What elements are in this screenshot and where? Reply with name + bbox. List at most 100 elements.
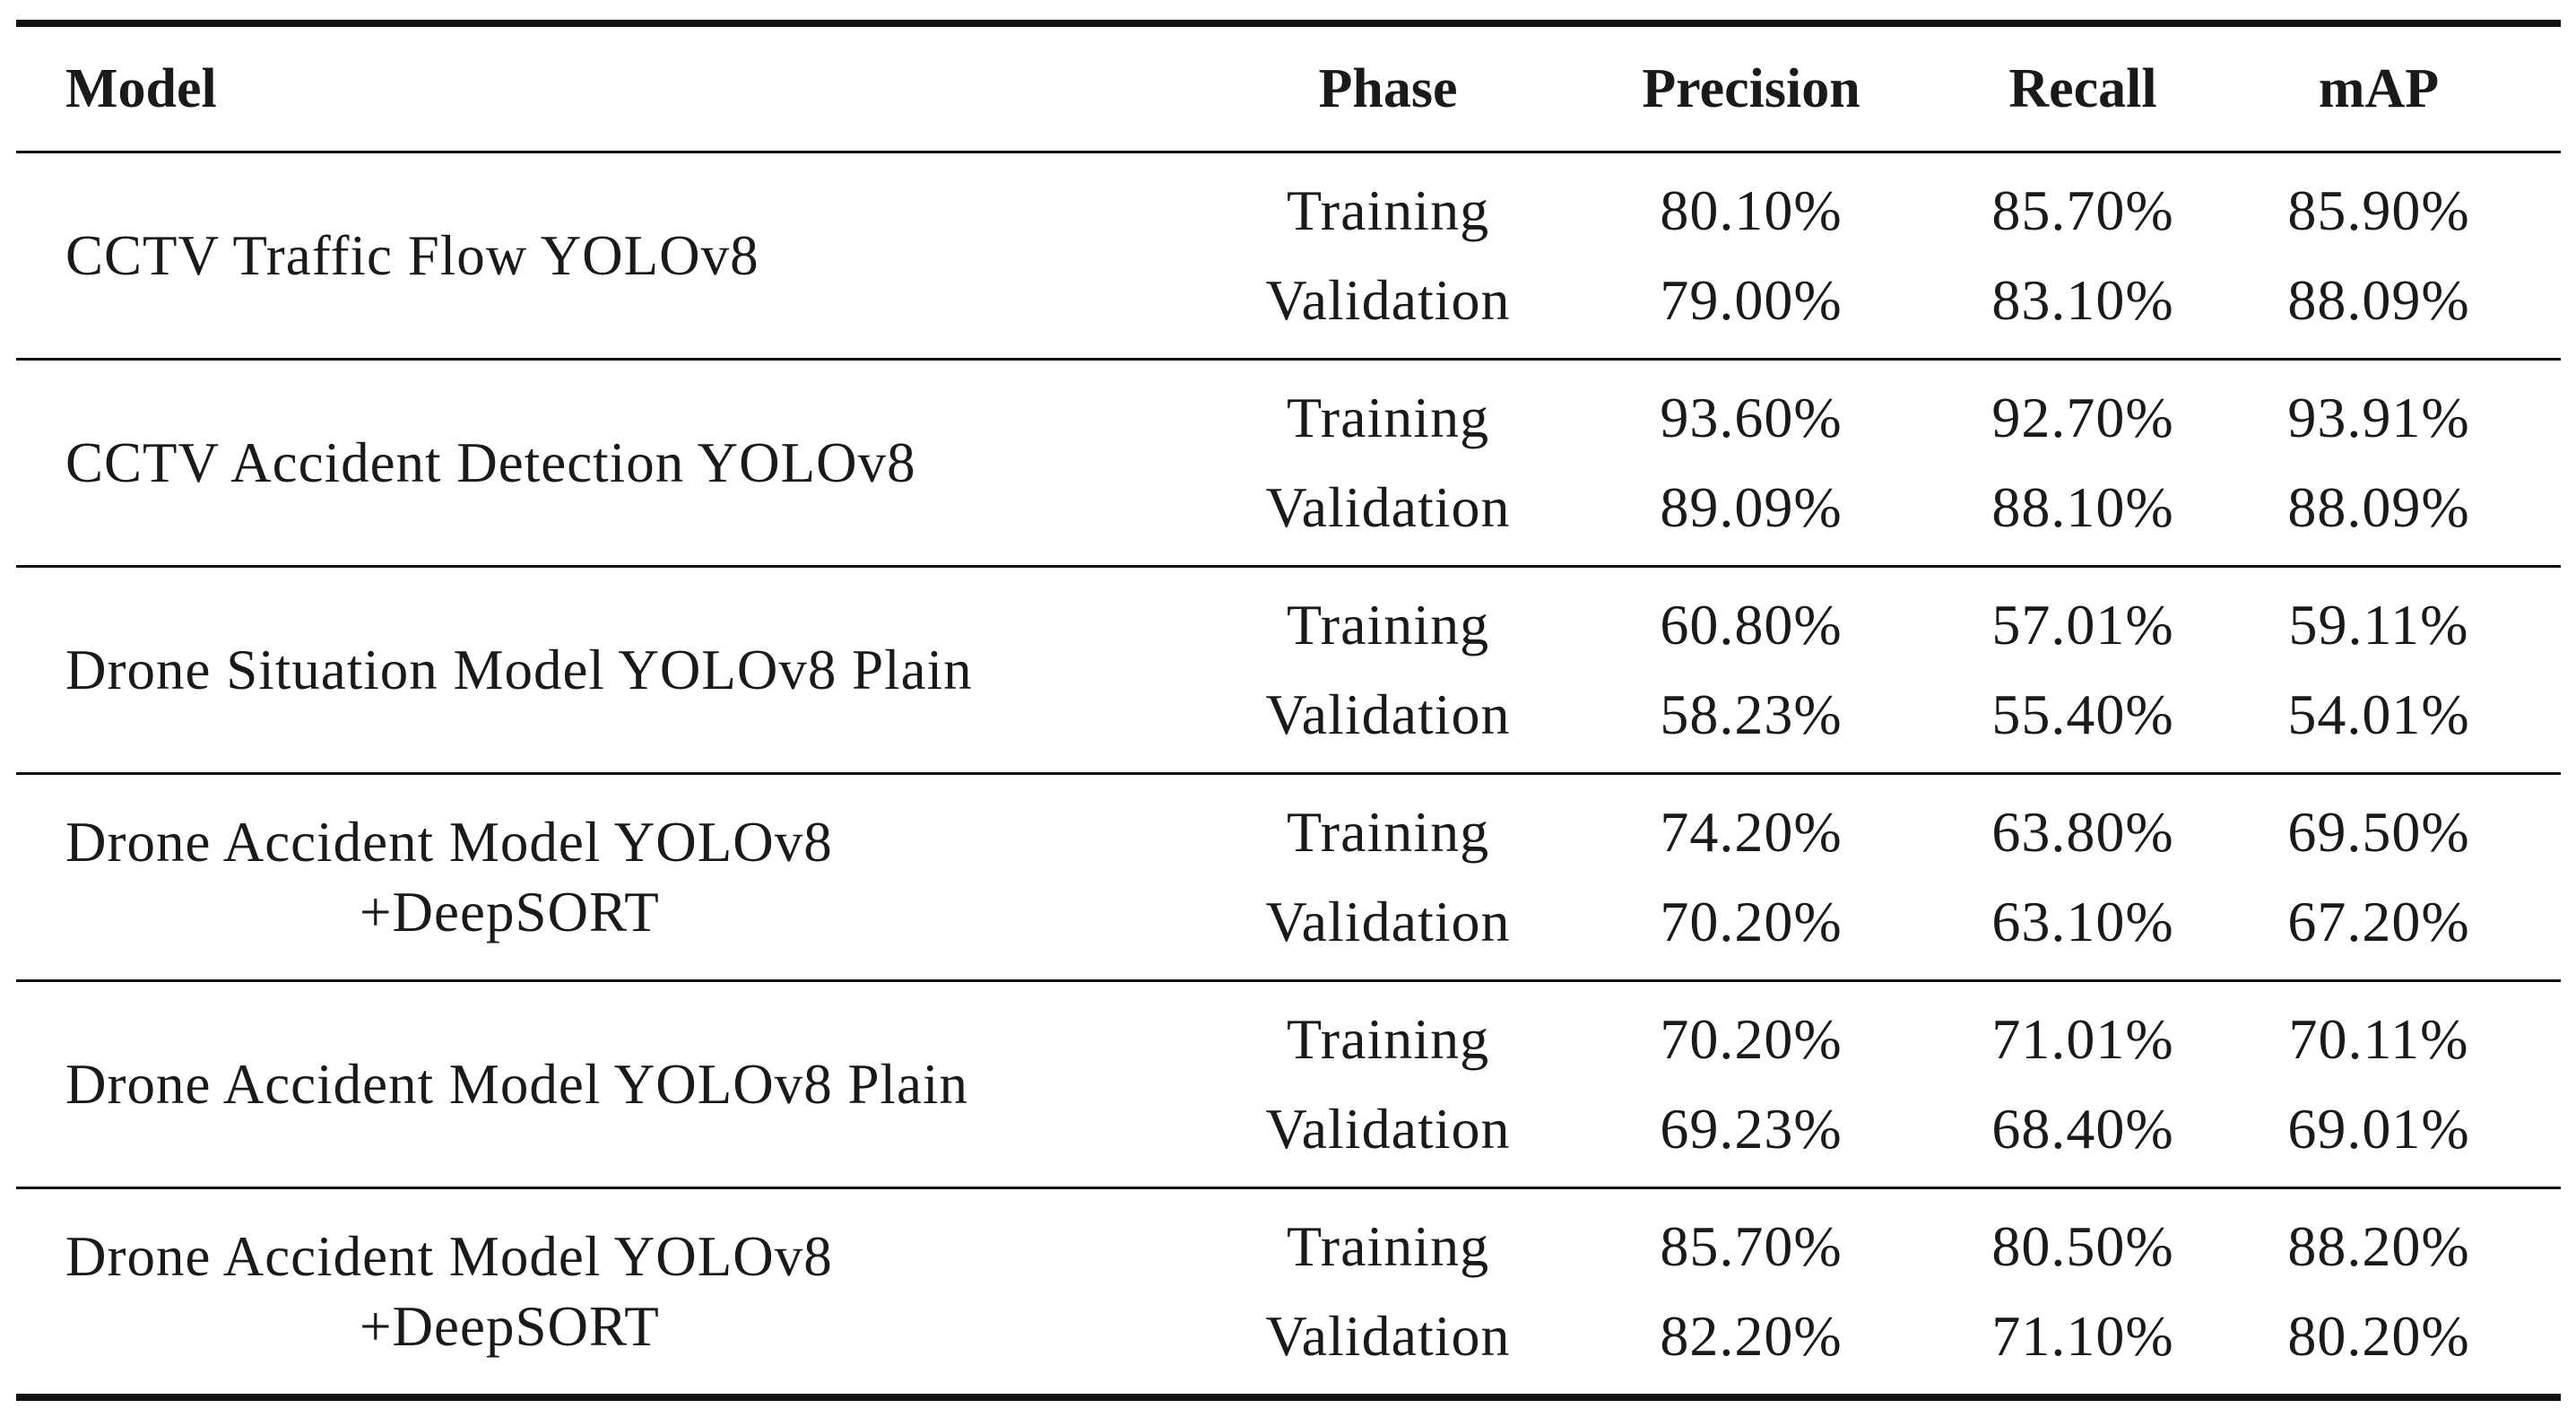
phase-cell: Training — [1286, 178, 1490, 242]
table-row-group: CCTV Accident Detection YOLOv8 Training 93… — [16, 361, 2561, 565]
model-name-line2: +DeepSORT — [360, 881, 660, 943]
validation-row: Validation 70.20% 63.10% 67.20% — [1209, 877, 2527, 967]
map-cell: 70.11% — [2288, 1007, 2469, 1071]
header-map: mAP — [2318, 57, 2440, 119]
map-cell: 54.01% — [2287, 683, 2470, 746]
validation-row: Validation 89.09% 88.10% 88.09% — [1209, 463, 2527, 552]
precision-cell: 80.10% — [1660, 178, 1843, 242]
results-table: Model Phase Precision Recall mAP CCTV Tr… — [16, 20, 2561, 1401]
model-name-line1: Drone Situation Model YOLOv8 Plain — [65, 639, 973, 701]
phase-cell: Training — [1286, 593, 1490, 656]
model-name-line1: Drone Accident Model YOLOv8 — [65, 1225, 833, 1288]
recall-cell: 55.40% — [1991, 683, 2174, 746]
map-cell: 88.09% — [2287, 268, 2470, 332]
phase-values: Training 60.80% 57.01% 59.11% Validation 58.2… — [1209, 568, 2527, 772]
map-cell: 80.20% — [2287, 1304, 2470, 1368]
map-cell: 67.20% — [2287, 890, 2470, 953]
recall-cell: 80.50% — [1991, 1214, 2174, 1278]
recall-cell: 71.01% — [1991, 1007, 2174, 1071]
precision-cell: 89.09% — [1660, 475, 1843, 539]
row-separator — [16, 772, 2561, 775]
precision-cell: 69.23% — [1660, 1097, 1843, 1161]
training-row: Training 74.20% 63.80% 69.50% — [1209, 787, 2527, 877]
phase-values: Training 70.20% 71.01% 70.11% Validation 69.2… — [1209, 982, 2527, 1187]
table-row-group: Drone Accident Model YOLOv8 Plain Trainin… — [16, 982, 2561, 1187]
recall-cell: 71.10% — [1991, 1304, 2174, 1368]
row-separator — [16, 1187, 2561, 1189]
model-name-cell: Drone Situation Model YOLOv8 Plain — [16, 568, 1209, 772]
model-name-cell: CCTV Accident Detection YOLOv8 — [16, 361, 1209, 565]
model-name-line1: Drone Accident Model YOLOv8 Plain — [65, 1053, 968, 1116]
bottom-rule — [16, 1394, 2561, 1401]
recall-cell: 88.10% — [1991, 475, 2174, 539]
precision-cell: 85.70% — [1660, 1214, 1843, 1278]
phase-values: Training 93.60% 92.70% 93.91% Validation 89.0… — [1209, 361, 2527, 565]
recall-cell: 83.10% — [1991, 268, 2174, 332]
training-row: Training 60.80% 57.01% 59.11% — [1209, 580, 2527, 670]
model-name-line1: CCTV Traffic Flow YOLOv8 — [65, 224, 759, 287]
row-separator — [16, 565, 2561, 568]
model-name-line2: +DeepSORT — [360, 1295, 660, 1358]
phase-cell: Training — [1286, 1007, 1490, 1071]
precision-cell: 58.23% — [1660, 683, 1843, 746]
model-name-cell: Drone Accident Model YOLOv8 +DeepSORT — [16, 775, 1209, 979]
phase-values: Training 74.20% 63.80% 69.50% Validation 70.2… — [1209, 775, 2527, 979]
phase-values: Training 80.10% 85.70% 85.90% Validation 79.0… — [1209, 153, 2527, 358]
recall-cell: 85.70% — [1991, 178, 2174, 242]
training-row: Training 70.20% 71.01% 70.11% — [1209, 995, 2527, 1084]
phase-cell: Validation — [1265, 475, 1511, 539]
precision-cell: 93.60% — [1660, 386, 1843, 449]
table-row-group: Drone Accident Model YOLOv8 +DeepSORT Trai… — [16, 1189, 2561, 1394]
model-name-cell: Drone Accident Model YOLOv8 +DeepSORT — [16, 1189, 1209, 1394]
table-row-group: Drone Situation Model YOLOv8 Plain Traini… — [16, 568, 2561, 772]
training-row: Training 93.60% 92.70% 93.91% — [1209, 373, 2527, 463]
phase-values: Training 85.70% 80.50% 88.20% Validation 82.2… — [1209, 1189, 2527, 1394]
precision-cell: 70.20% — [1660, 890, 1843, 953]
map-cell: 69.50% — [2287, 800, 2470, 864]
training-row: Training 85.70% 80.50% 88.20% — [1209, 1202, 2527, 1291]
recall-cell: 68.40% — [1991, 1097, 2174, 1161]
model-name-line1: CCTV Accident Detection YOLOv8 — [65, 431, 916, 494]
recall-cell: 63.80% — [1991, 800, 2174, 864]
validation-row: Validation 69.23% 68.40% 69.01% — [1209, 1084, 2527, 1174]
phase-cell: Validation — [1265, 1097, 1511, 1161]
model-name-line1: Drone Accident Model YOLOv8 — [65, 811, 833, 874]
recall-cell: 57.01% — [1991, 593, 2174, 656]
precision-cell: 60.80% — [1660, 593, 1843, 656]
row-separator — [16, 358, 2561, 361]
header-rule — [16, 151, 2561, 153]
precision-cell: 70.20% — [1660, 1007, 1843, 1071]
table-header: Model Phase Precision Recall mAP — [16, 27, 2561, 151]
validation-row: Validation 58.23% 55.40% 54.01% — [1209, 670, 2527, 760]
precision-cell: 82.20% — [1660, 1304, 1843, 1368]
map-cell: 93.91% — [2287, 386, 2470, 449]
precision-cell: 74.20% — [1660, 800, 1843, 864]
phase-cell: Validation — [1265, 890, 1511, 953]
training-row: Training 80.10% 85.70% 85.90% — [1209, 166, 2527, 256]
phase-cell: Training — [1286, 800, 1490, 864]
map-cell: 85.90% — [2287, 178, 2470, 242]
precision-cell: 79.00% — [1660, 268, 1843, 332]
model-name-cell: CCTV Traffic Flow YOLOv8 — [16, 153, 1209, 358]
phase-cell: Validation — [1265, 683, 1511, 746]
map-cell: 88.09% — [2287, 475, 2470, 539]
top-rule — [16, 20, 2561, 27]
table-row-group: Drone Accident Model YOLOv8 +DeepSORT Trai… — [16, 775, 2561, 979]
phase-cell: Training — [1286, 386, 1490, 449]
validation-row: Validation 82.20% 71.10% 80.20% — [1209, 1291, 2527, 1381]
recall-cell: 63.10% — [1991, 890, 2174, 953]
map-cell: 88.20% — [2287, 1214, 2470, 1278]
recall-cell: 92.70% — [1991, 386, 2174, 449]
header-phase: Phase — [1318, 57, 1458, 119]
header-precision: Precision — [1642, 57, 1860, 119]
phase-cell: Validation — [1265, 268, 1511, 332]
phase-cell: Validation — [1265, 1304, 1511, 1368]
model-name-cell: Drone Accident Model YOLOv8 Plain — [16, 982, 1209, 1187]
phase-cell: Training — [1286, 1214, 1490, 1278]
map-cell: 69.01% — [2287, 1097, 2470, 1161]
header-model: Model — [65, 57, 217, 119]
table-body: CCTV Traffic Flow YOLOv8 Training 80.10% 85… — [16, 153, 2561, 1394]
validation-row: Validation 79.00% 83.10% 88.09% — [1209, 256, 2527, 345]
row-separator — [16, 979, 2561, 982]
header-recall: Recall — [2008, 57, 2157, 119]
